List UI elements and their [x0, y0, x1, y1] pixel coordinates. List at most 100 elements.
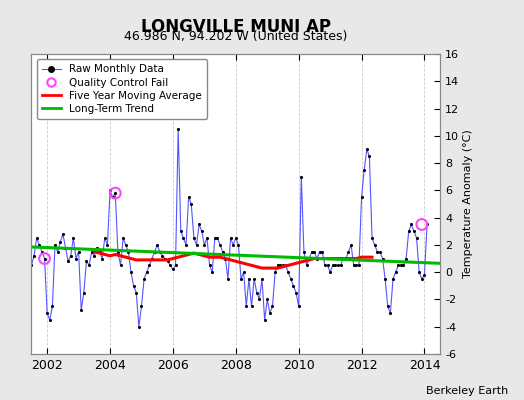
- Point: [35, 242, 43, 248]
- Point: [405, 228, 413, 234]
- Point: [323, 262, 332, 268]
- Point: [394, 262, 402, 268]
- Point: [350, 262, 358, 268]
- Point: [224, 276, 232, 282]
- Point: [80, 290, 88, 296]
- Point: [250, 276, 258, 282]
- Point: [124, 248, 133, 255]
- Point: [163, 258, 172, 264]
- Point: [111, 190, 119, 196]
- Point: [352, 262, 361, 268]
- Point: [190, 235, 198, 241]
- Point: [153, 242, 161, 248]
- Point: [158, 253, 167, 259]
- Point: [221, 255, 230, 262]
- Point: [111, 190, 119, 196]
- Point: [145, 262, 154, 268]
- Point: [329, 262, 337, 268]
- Point: [271, 269, 279, 275]
- Point: [255, 296, 264, 303]
- Point: [127, 269, 135, 275]
- Point: [313, 255, 321, 262]
- Point: [205, 262, 214, 268]
- Point: [90, 253, 99, 259]
- Point: [40, 255, 49, 262]
- Point: [132, 290, 140, 296]
- Point: [77, 307, 85, 314]
- Point: [43, 310, 51, 316]
- Point: [300, 248, 308, 255]
- Point: [22, 285, 30, 292]
- Point: [263, 296, 271, 303]
- Point: [247, 303, 256, 310]
- Point: [150, 248, 159, 255]
- Point: [219, 248, 227, 255]
- Point: [373, 248, 381, 255]
- Point: [169, 266, 177, 273]
- Point: [368, 235, 376, 241]
- Point: [137, 303, 146, 310]
- Point: [103, 242, 112, 248]
- Point: [59, 231, 67, 237]
- Point: [420, 272, 429, 278]
- Point: [119, 235, 127, 241]
- Point: [166, 262, 174, 268]
- Point: [226, 235, 235, 241]
- Point: [326, 269, 334, 275]
- Point: [129, 283, 138, 289]
- Point: [232, 235, 240, 241]
- Point: [122, 242, 130, 248]
- Point: [336, 262, 345, 268]
- Point: [140, 276, 148, 282]
- Point: [310, 248, 319, 255]
- Point: [40, 255, 49, 262]
- Point: [331, 262, 340, 268]
- Point: [402, 255, 410, 262]
- Point: [229, 242, 237, 248]
- Point: [370, 242, 379, 248]
- Point: [347, 242, 355, 248]
- Point: [315, 248, 324, 255]
- Point: [245, 276, 253, 282]
- Point: [61, 244, 70, 251]
- Point: [19, 235, 28, 241]
- Point: [72, 255, 80, 262]
- Point: [211, 235, 219, 241]
- Point: [25, 310, 33, 316]
- Point: [38, 248, 46, 255]
- Point: [381, 276, 389, 282]
- Point: [357, 194, 366, 200]
- Point: [98, 255, 106, 262]
- Point: [418, 221, 426, 228]
- Point: [308, 248, 316, 255]
- Point: [281, 262, 290, 268]
- Point: [423, 221, 431, 228]
- Point: [318, 248, 326, 255]
- Point: [234, 242, 243, 248]
- Point: [399, 262, 408, 268]
- Point: [198, 228, 206, 234]
- Point: [67, 253, 75, 259]
- Point: [389, 276, 397, 282]
- Point: [418, 276, 426, 282]
- Text: Berkeley Earth: Berkeley Earth: [426, 386, 508, 396]
- Point: [287, 276, 295, 282]
- Point: [355, 262, 363, 268]
- Point: [294, 303, 303, 310]
- Point: [279, 262, 287, 268]
- Point: [410, 228, 418, 234]
- Point: [213, 235, 222, 241]
- Point: [237, 276, 245, 282]
- Point: [289, 283, 298, 289]
- Point: [106, 187, 114, 194]
- Point: [192, 242, 201, 248]
- Point: [274, 262, 282, 268]
- Point: [156, 248, 164, 255]
- Point: [195, 221, 203, 228]
- Point: [179, 235, 188, 241]
- Point: [415, 269, 423, 275]
- Point: [203, 235, 211, 241]
- Point: [101, 235, 109, 241]
- Point: [339, 255, 347, 262]
- Point: [148, 255, 156, 262]
